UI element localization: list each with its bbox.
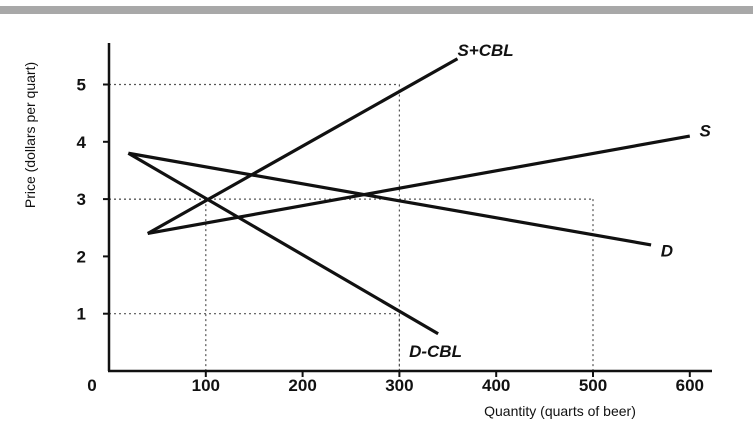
x-tick-label: 600 — [676, 376, 704, 395]
x-tick-label: 300 — [385, 376, 413, 395]
guide-lines — [109, 83, 594, 371]
y-axis-title: Price (dollars per quart) — [22, 62, 38, 208]
axis-ticks: 0 100 200 300 400 500 600 1 2 3 4 5 — [77, 76, 704, 396]
y-tick-label: 2 — [77, 247, 86, 266]
series-label-d: D — [661, 242, 673, 261]
series-labels: S D S+CBL D-CBL — [409, 41, 711, 361]
x-tick-label: 0 — [87, 376, 96, 395]
x-tick-label: 400 — [482, 376, 510, 395]
top-rule — [0, 6, 753, 14]
y-tick-label: 1 — [77, 305, 86, 324]
series-lines — [127, 57, 691, 336]
series-label-s-cbl: S+CBL — [457, 41, 513, 60]
series-line-s — [147, 134, 691, 236]
series-label-s: S — [699, 121, 711, 140]
series-line-d — [128, 151, 652, 247]
y-tick-label: 3 — [77, 190, 86, 209]
y-tick-label: 5 — [77, 76, 86, 95]
x-tick-label: 200 — [288, 376, 316, 395]
series-label-d-cbl: D-CBL — [409, 342, 462, 361]
y-tick-label: 4 — [77, 133, 87, 152]
x-axis-title: Quantity (quarts of beer) — [484, 403, 636, 419]
series-line-d-cbl — [127, 151, 439, 336]
x-tick-label: 100 — [192, 376, 220, 395]
x-tick-label: 500 — [579, 376, 607, 395]
series-line-s-cbl — [146, 57, 459, 235]
